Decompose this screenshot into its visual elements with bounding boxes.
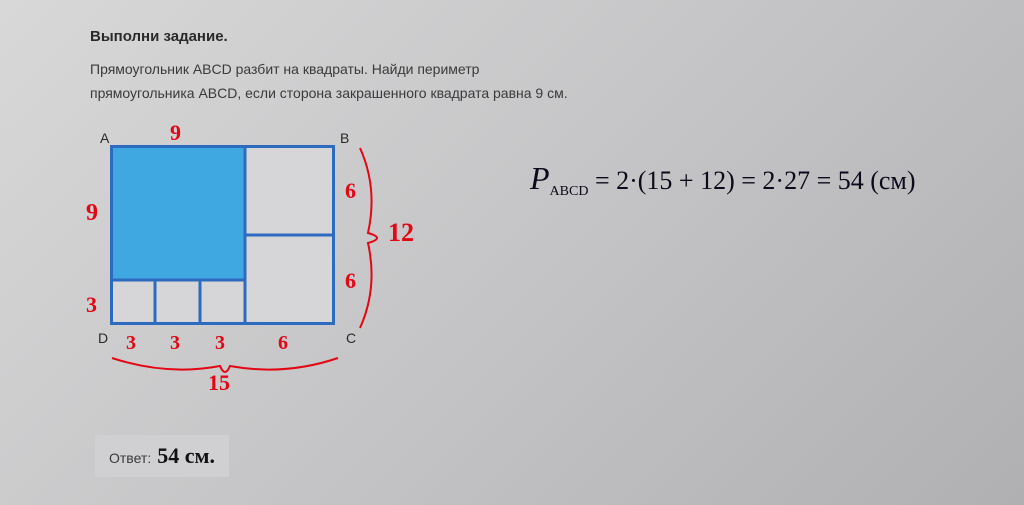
problem-line-1: Прямоугольник ABCD разбит на квадраты. Н… — [90, 61, 479, 77]
label-bottom-3b: 3 — [170, 332, 180, 355]
vertex-d: D — [98, 330, 108, 346]
answer-box: Ответ: 54 см. — [95, 435, 229, 477]
formula-sub: ABCD — [550, 184, 589, 199]
rectangle-diagram — [110, 145, 335, 325]
label-left-9: 9 — [86, 200, 98, 227]
rectangle-svg — [110, 145, 335, 325]
label-bottom-15: 15 — [208, 370, 230, 396]
label-left-3: 3 — [86, 292, 97, 318]
task-title: Выполни задание. — [90, 28, 228, 45]
vertex-a: A — [100, 130, 109, 146]
answer-value: 54 см. — [157, 443, 215, 469]
formula-var: P — [530, 160, 550, 196]
label-top-9: 9 — [170, 120, 181, 146]
label-right-6b: 6 — [345, 268, 356, 294]
label-bottom-6: 6 — [278, 332, 288, 355]
label-bottom-3c: 3 — [215, 332, 225, 355]
formula-expr: = 2·(15 + 12) = 2·27 = 54 (см) — [588, 166, 915, 195]
problem-line-2: прямоугольника ABCD, если сторона закраш… — [90, 85, 568, 101]
perimeter-formula: PABCD = 2·(15 + 12) = 2·27 = 54 (см) — [530, 160, 916, 200]
answer-label: Ответ: — [109, 450, 151, 466]
vertex-b: B — [340, 130, 349, 146]
label-right-6a: 6 — [345, 178, 356, 204]
problem-text: Прямоугольник ABCD разбит на квадраты. Н… — [90, 58, 650, 106]
label-bottom-3a: 3 — [126, 332, 136, 355]
label-right-12: 12 — [388, 218, 414, 248]
vertex-c: C — [346, 330, 356, 346]
